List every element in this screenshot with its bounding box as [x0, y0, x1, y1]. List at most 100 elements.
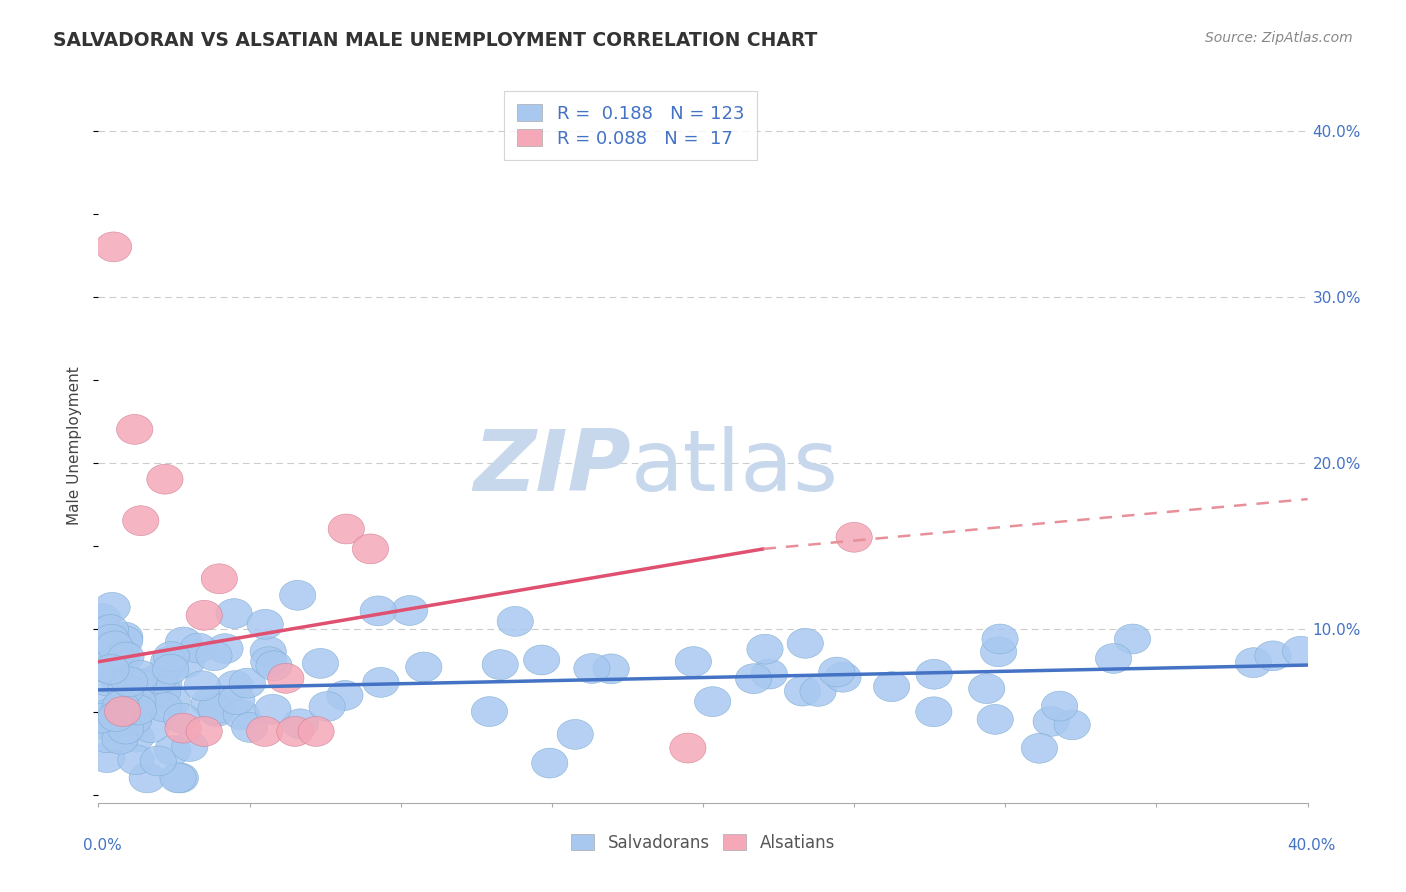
Ellipse shape — [127, 669, 163, 698]
Ellipse shape — [134, 713, 169, 743]
Ellipse shape — [309, 691, 346, 722]
Ellipse shape — [94, 592, 131, 623]
Ellipse shape — [1115, 624, 1150, 654]
Ellipse shape — [163, 703, 200, 733]
Ellipse shape — [675, 647, 711, 676]
Legend: Salvadorans, Alsatians: Salvadorans, Alsatians — [564, 828, 842, 859]
Ellipse shape — [218, 685, 254, 714]
Ellipse shape — [155, 736, 191, 765]
Ellipse shape — [818, 657, 855, 687]
Ellipse shape — [531, 748, 568, 778]
Ellipse shape — [1236, 648, 1271, 678]
Ellipse shape — [89, 743, 125, 772]
Ellipse shape — [186, 716, 222, 747]
Ellipse shape — [277, 716, 314, 747]
Ellipse shape — [131, 680, 167, 710]
Ellipse shape — [1282, 636, 1319, 666]
Ellipse shape — [229, 668, 266, 698]
Ellipse shape — [166, 627, 201, 657]
Ellipse shape — [787, 628, 824, 658]
Ellipse shape — [155, 687, 190, 716]
Ellipse shape — [145, 676, 181, 706]
Ellipse shape — [224, 700, 260, 730]
Ellipse shape — [146, 464, 183, 494]
Ellipse shape — [360, 596, 396, 626]
Ellipse shape — [104, 697, 141, 726]
Ellipse shape — [107, 714, 143, 744]
Ellipse shape — [837, 523, 872, 552]
Ellipse shape — [391, 596, 427, 625]
Ellipse shape — [246, 716, 283, 747]
Ellipse shape — [101, 724, 138, 754]
Ellipse shape — [146, 692, 181, 722]
Ellipse shape — [980, 637, 1017, 666]
Ellipse shape — [141, 746, 176, 776]
Ellipse shape — [302, 648, 339, 678]
Ellipse shape — [969, 673, 1005, 704]
Ellipse shape — [93, 615, 128, 645]
Ellipse shape — [326, 681, 363, 710]
Ellipse shape — [122, 506, 159, 535]
Ellipse shape — [115, 705, 152, 735]
Ellipse shape — [1021, 733, 1057, 764]
Ellipse shape — [1095, 643, 1132, 673]
Ellipse shape — [101, 667, 138, 698]
Ellipse shape — [1042, 691, 1078, 721]
Ellipse shape — [103, 706, 139, 735]
Ellipse shape — [198, 694, 233, 724]
Ellipse shape — [207, 633, 243, 664]
Ellipse shape — [250, 637, 287, 666]
Ellipse shape — [107, 674, 143, 705]
Ellipse shape — [165, 714, 201, 743]
Ellipse shape — [406, 652, 441, 681]
Ellipse shape — [328, 514, 364, 544]
Ellipse shape — [111, 667, 148, 697]
Ellipse shape — [800, 676, 837, 706]
Ellipse shape — [86, 633, 122, 663]
Ellipse shape — [363, 667, 399, 698]
Ellipse shape — [735, 664, 772, 694]
Ellipse shape — [83, 703, 118, 733]
Ellipse shape — [108, 693, 145, 723]
Ellipse shape — [108, 642, 143, 672]
Ellipse shape — [146, 670, 181, 700]
Ellipse shape — [104, 640, 141, 670]
Ellipse shape — [256, 651, 292, 681]
Ellipse shape — [250, 647, 287, 677]
Ellipse shape — [557, 720, 593, 749]
Text: SALVADORAN VS ALSATIAN MALE UNEMPLOYMENT CORRELATION CHART: SALVADORAN VS ALSATIAN MALE UNEMPLOYMENT… — [53, 31, 818, 50]
Ellipse shape — [747, 634, 783, 665]
Ellipse shape — [186, 600, 222, 631]
Ellipse shape — [98, 702, 134, 731]
Ellipse shape — [97, 631, 134, 661]
Ellipse shape — [120, 687, 156, 717]
Ellipse shape — [751, 659, 787, 689]
Ellipse shape — [280, 581, 316, 610]
Ellipse shape — [96, 232, 132, 261]
Ellipse shape — [669, 733, 706, 763]
Ellipse shape — [915, 659, 952, 690]
Ellipse shape — [283, 709, 318, 739]
Ellipse shape — [103, 690, 139, 720]
Ellipse shape — [90, 666, 127, 696]
Ellipse shape — [129, 763, 166, 793]
Text: Source: ZipAtlas.com: Source: ZipAtlas.com — [1205, 31, 1353, 45]
Ellipse shape — [90, 723, 125, 753]
Y-axis label: Male Unemployment: Male Unemployment — [67, 367, 83, 525]
Ellipse shape — [217, 599, 252, 629]
Ellipse shape — [825, 662, 860, 692]
Text: 40.0%: 40.0% — [1288, 838, 1336, 853]
Ellipse shape — [195, 640, 232, 671]
Ellipse shape — [191, 688, 228, 718]
Ellipse shape — [107, 626, 143, 656]
Ellipse shape — [118, 745, 155, 774]
Ellipse shape — [201, 564, 238, 594]
Ellipse shape — [353, 534, 388, 564]
Ellipse shape — [91, 690, 128, 721]
Ellipse shape — [84, 604, 121, 633]
Ellipse shape — [267, 664, 304, 693]
Ellipse shape — [915, 697, 952, 727]
Ellipse shape — [101, 692, 138, 722]
Ellipse shape — [593, 654, 630, 684]
Ellipse shape — [785, 676, 821, 706]
